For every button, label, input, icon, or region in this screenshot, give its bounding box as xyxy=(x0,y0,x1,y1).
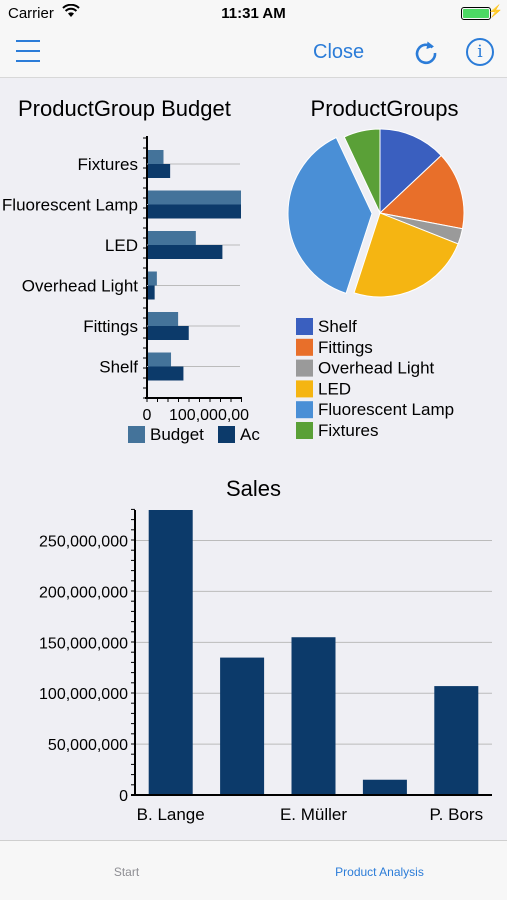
pie-legend-swatch xyxy=(296,359,313,377)
battery-icon xyxy=(461,7,491,20)
sales-bar xyxy=(434,686,479,795)
budget-bar-ac xyxy=(148,204,241,219)
carrier-label: Carrier xyxy=(8,5,54,22)
pie-legend-swatch xyxy=(296,318,313,335)
sales-y-tick-label: 250,000,000 xyxy=(39,534,128,551)
sales-y-tick-label: 50,000,000 xyxy=(48,737,128,754)
pie-chart-title: ProductGroups xyxy=(310,96,459,121)
pie-legend-label: Overhead Light xyxy=(318,359,435,378)
status-time: 11:31 AM xyxy=(221,5,286,22)
budget-bar-budget xyxy=(148,312,179,326)
budget-category-label: Fixtures xyxy=(78,155,138,174)
pie-slice-fixtures xyxy=(343,128,381,214)
tab-product-analysis[interactable]: Product Analysis xyxy=(335,865,424,879)
budget-bar-budget xyxy=(148,231,196,245)
sales-chart: 0 50,000,000 100,000,000 150,000,000 200,000… xyxy=(39,508,492,824)
budget-category-label: Fittings xyxy=(83,317,138,336)
pie-slice-led xyxy=(353,212,459,298)
charging-icon: ⚡ xyxy=(488,4,503,18)
pie-legend-swatch xyxy=(296,401,313,419)
budget-bar-budget xyxy=(148,150,164,164)
status-bar: Carrier 11:31 AM ⚡ xyxy=(0,0,507,28)
pie-slice-fluorescent-lamp xyxy=(287,136,373,295)
close-button[interactable]: Close xyxy=(313,41,365,63)
pie-legend-label: Fixtures xyxy=(318,421,378,440)
budget-bar-ac xyxy=(148,164,171,178)
budget-bar-ac xyxy=(148,285,155,300)
sales-x-tick-label: B. Lange xyxy=(137,805,205,824)
pie-slice-shelf xyxy=(379,128,442,215)
budget-x-tick-label: 0 xyxy=(143,407,152,424)
budget-bar-ac xyxy=(148,326,189,340)
refresh-icon[interactable] xyxy=(412,38,440,66)
wifi-icon xyxy=(62,4,80,17)
pie-legend-swatch xyxy=(296,422,313,439)
budget-chart: Fixtures Fluorescent Lamp LED Overhead Ligh… xyxy=(2,136,260,444)
sales-chart-title: Sales xyxy=(225,476,282,501)
budget-chart-title: ProductGroup Budget xyxy=(18,96,231,121)
pie-legend-label: LED xyxy=(318,379,351,398)
pie-legend-label: Fittings xyxy=(318,338,373,357)
sales-y-tick-label: 0 xyxy=(119,788,128,805)
sales-bar xyxy=(362,779,407,795)
budget-bar-ac xyxy=(148,366,184,381)
actual-legend-swatch xyxy=(218,426,235,443)
budget-legend-label: Budget xyxy=(150,425,204,444)
sales-bar xyxy=(291,637,336,795)
nav-bar: Close i xyxy=(0,28,507,78)
budget-category-label: Shelf xyxy=(99,358,138,377)
budget-bar-budget xyxy=(148,352,172,367)
sales-y-tick-label: 150,000,000 xyxy=(39,635,128,652)
budget-legend-swatch xyxy=(128,426,145,443)
sales-x-tick-label: E. Müller xyxy=(280,805,347,824)
pie-legend-swatch xyxy=(296,380,313,398)
info-icon[interactable]: i xyxy=(466,38,494,66)
pie-legend-swatch xyxy=(296,338,313,356)
pie-slice-fittings xyxy=(378,154,465,230)
budget-bar-budget xyxy=(148,190,241,205)
budget-x-tick-label: 100,000,00 xyxy=(169,407,249,424)
sales-bar xyxy=(220,657,265,795)
menu-icon[interactable] xyxy=(16,40,40,64)
pie-legend-label: Fluorescent Lamp xyxy=(318,400,454,419)
budget-bar-budget xyxy=(148,271,157,286)
sales-x-tick-label: P. Bors xyxy=(430,805,484,824)
budget-bar-ac xyxy=(148,245,223,259)
budget-category-label: Overhead Light xyxy=(22,277,139,296)
sales-y-tick-label: 200,000,000 xyxy=(39,584,128,601)
budget-category-label: Fluorescent Lamp xyxy=(2,196,138,215)
actual-legend-label: Ac xyxy=(240,425,260,444)
budget-category-label: LED xyxy=(105,236,138,255)
sales-bar xyxy=(148,510,193,795)
tab-start[interactable]: Start xyxy=(113,865,140,879)
tab-bar: Start Product Analysis xyxy=(0,840,507,900)
pie-legend-label: Shelf xyxy=(318,317,357,336)
sales-y-tick-label: 100,000,000 xyxy=(39,686,128,703)
